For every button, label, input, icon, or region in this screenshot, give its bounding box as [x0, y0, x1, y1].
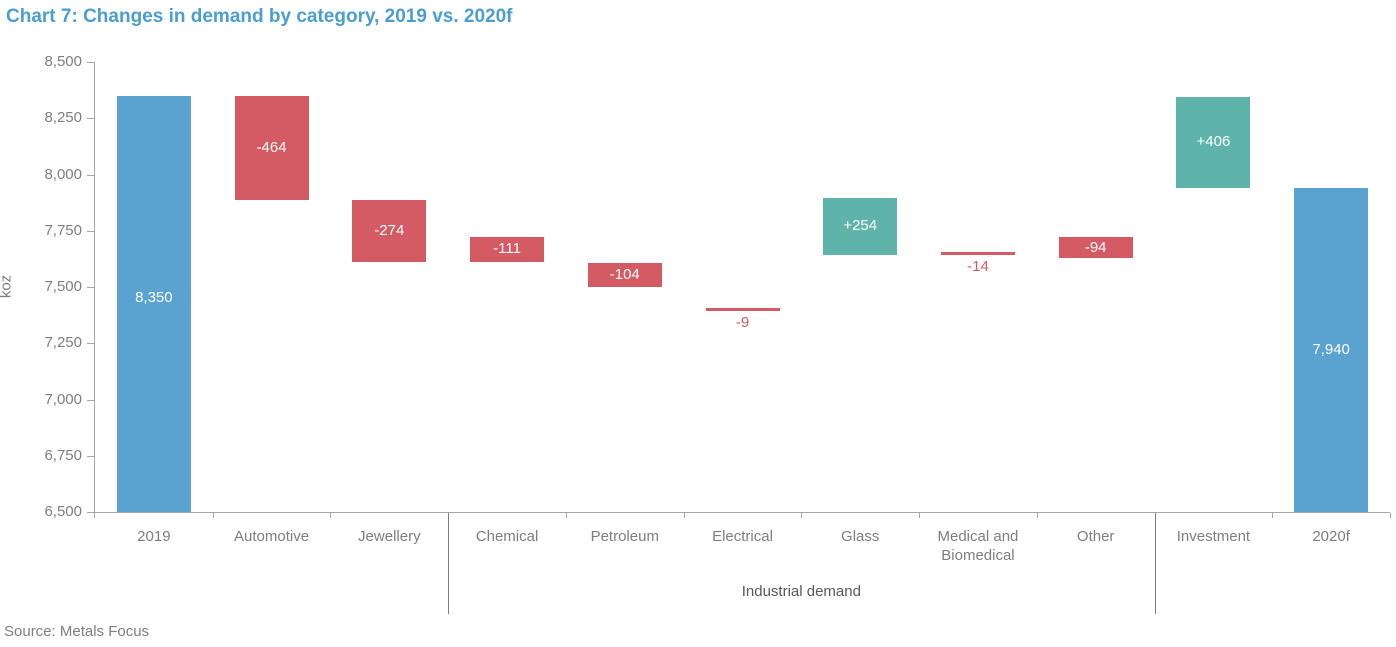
bar-automotive [234, 95, 309, 201]
bar-glass [823, 197, 898, 256]
x-axis-tick [1272, 513, 1274, 518]
y-axis-tick-label: 6,500 [44, 503, 82, 520]
bar-value-label: 7,940 [1312, 341, 1350, 358]
x-category-label: Petroleum [590, 528, 659, 545]
y-axis-title: koz [0, 274, 15, 299]
x-axis-tick [683, 513, 685, 518]
y-axis-tick [87, 174, 94, 176]
group-label-industrial-demand: Industrial demand [741, 583, 861, 600]
x-axis-tick [919, 513, 921, 518]
y-axis-tick-label: 7,250 [44, 334, 82, 352]
y-axis-tick [87, 287, 94, 288]
y-axis-tick-label: 7,750 [44, 221, 82, 239]
x-axis-tick [565, 513, 567, 518]
bar-chemical [470, 236, 545, 262]
bar-medical-and-biomedical [940, 251, 1015, 256]
bar-investment [1176, 96, 1251, 188]
x-axis-tick [212, 513, 214, 518]
bar-value-label: -111 [493, 240, 521, 258]
y-axis-tick-label: 8,250 [44, 109, 82, 127]
bar-2020f [1294, 188, 1369, 512]
x-category-label: Medical and Biomedical [937, 528, 1019, 564]
bar-value-label: -274 [374, 221, 405, 239]
y-axis-tick [87, 512, 94, 513]
bar-value-label: +406 [1196, 133, 1231, 151]
bar-value-label: -104 [609, 266, 640, 284]
bar-electrical [705, 308, 780, 311]
bar-value-label: -464 [256, 138, 287, 156]
bar-value-label: +254 [843, 217, 878, 235]
y-axis-tick [87, 62, 94, 63]
group-separator-line [1154, 513, 1156, 614]
bar-jewellery [352, 200, 427, 262]
y-axis-tick-label: 6,750 [44, 446, 82, 464]
y-axis-tick [87, 118, 94, 120]
y-axis-tick-label: 8,500 [44, 53, 82, 70]
source-note: Source: Metals Focus [4, 623, 150, 640]
group-separator-line [448, 513, 450, 614]
bar-petroleum [587, 263, 662, 287]
bar-value-label: -9 [735, 313, 750, 331]
x-category-label: Glass [841, 528, 880, 545]
x-axis-tick [1036, 513, 1038, 518]
y-axis-tick [87, 230, 94, 232]
x-category-label: 2019 [137, 528, 171, 545]
x-category-label: Investment [1176, 528, 1251, 545]
x-axis-tick [330, 513, 332, 518]
y-axis-tick [87, 399, 94, 401]
x-category-label: Electrical [712, 528, 773, 545]
bar-value-label: -14 [967, 258, 989, 276]
y-axis-tick [87, 343, 94, 345]
x-axis-tick [1390, 513, 1391, 518]
bar-2019 [116, 95, 191, 512]
x-category-label: Automotive [234, 528, 310, 545]
x-category-label: Other [1076, 528, 1115, 545]
x-axis-line [94, 512, 1390, 513]
bar-value-label: 8,350 [135, 289, 173, 307]
y-axis-line [94, 62, 95, 518]
y-axis-tick [87, 455, 94, 457]
x-category-label: Jewellery [358, 528, 421, 545]
x-category-label: 2020f [1312, 528, 1350, 545]
y-axis-tick-label: 8,000 [44, 165, 82, 183]
x-category-label: Chemical [475, 528, 539, 545]
x-axis-tick [801, 513, 803, 518]
bar-other [1058, 237, 1133, 259]
y-axis-tick-label: 7,000 [44, 390, 82, 408]
bar-value-label: -94 [1084, 238, 1107, 256]
y-axis-tick-label: 7,500 [44, 278, 82, 295]
chart-title: Chart 7: Changes in demand by category, … [6, 6, 513, 27]
